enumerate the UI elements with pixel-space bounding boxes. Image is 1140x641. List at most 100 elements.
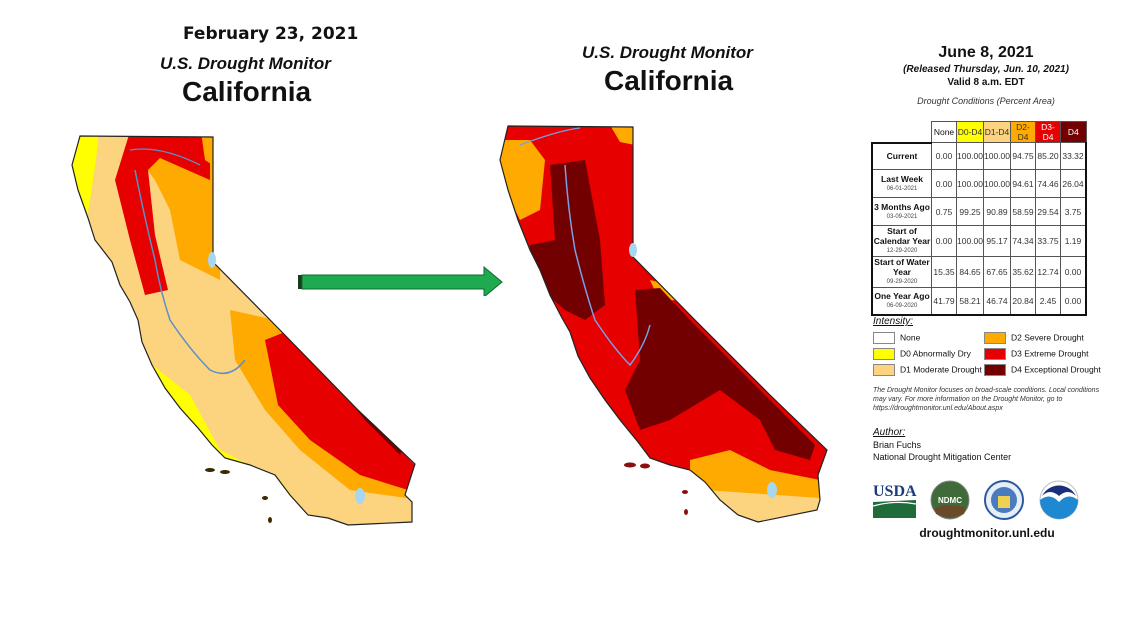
table-cell: 100.00 [983,142,1011,170]
table-cell: 29.54 [1035,197,1061,226]
svg-text:USDA: USDA [873,483,917,500]
drought-monitor-note: The Drought Monitor focuses on broad-sca… [873,387,1100,412]
drought-conditions-table: None D0-D4 D1-D4 D2-D4 D3-D4 D4 Current … [871,121,1087,316]
table-cell: 100.00 [983,169,1011,198]
table-cell: 100.00 [956,142,984,170]
table-cell: 58.59 [1010,197,1036,226]
agency-logos: USDA NDMC [872,480,1079,520]
legend-label: D4 Exceptional Drought [1011,364,1101,375]
usda-logo-icon: USDA [872,483,917,518]
table-row: Current 0.00 100.00 100.00 94.75 85.20 3… [871,142,1087,170]
table-cell: 0.00 [931,225,957,257]
table-cell: 100.00 [956,225,984,257]
row-date: 12-29-2020 [886,248,918,254]
legend-item-d4: D4 Exceptional Drought [984,364,1101,376]
panel-released: (Released Thursday, Jun. 10, 2021) [903,64,1069,75]
table-row: One Year Ago 06-09-2020 41.79 58.21 46.74… [871,287,1087,316]
table-cell: 26.04 [1060,169,1087,198]
column-header: D1-D4 [983,121,1011,143]
legend-item-d1: D1 Moderate Drought [873,364,982,376]
row-label-text: 3 Months Ago [874,201,930,212]
table-cell: 90.89 [983,197,1011,226]
website-url[interactable]: droughtmonitor.unl.edu [919,526,1055,540]
author-org: National Drought Mitigation Center [873,452,1012,462]
table-cell: 35.62 [1010,256,1036,288]
panel-date: June 8, 2021 [938,44,1034,61]
swatch-d3 [984,348,1006,360]
table-row: Start of Calendar Year 12-29-2020 0.00 10… [871,225,1087,257]
table-row: Start of Water Year 09-29-2020 15.35 84.6… [871,256,1087,288]
row-label-text: Current [886,151,918,162]
row-label-text: Last Week [881,173,923,184]
doc-seal-icon [984,480,1024,520]
legend-label: D1 Moderate Drought [900,364,982,375]
column-header: D3-D4 [1035,121,1061,143]
row-label: Current [871,142,932,170]
table-cell: 0.00 [1060,256,1087,288]
column-header: None [931,121,957,143]
table-header-row: None D0-D4 D1-D4 D2-D4 D3-D4 D4 [872,121,1087,144]
panel-valid: Valid 8 a.m. EDT [947,77,1025,88]
row-date: 06-09-2020 [886,302,918,309]
legend-label: D2 Severe Drought [1011,332,1084,343]
table-cell: 95.17 [983,225,1011,257]
author-block: Author: Brian Fuchs National Drought Mit… [873,427,1011,463]
legend-item-none: None [873,332,920,344]
legend-label: D0 Abnormally Dry [900,348,971,359]
column-header: D2-D4 [1010,121,1036,143]
legend-item-d0: D0 Abnormally Dry [873,348,971,360]
table-row: 3 Months Ago 03-09-2021 0.75 99.25 90.89 … [871,197,1087,226]
swatch-none [873,332,895,344]
swatch-d1 [873,364,895,376]
table-cell: 46.74 [983,287,1011,316]
table-cell: 20.84 [1010,287,1036,316]
table-cell: 3.75 [1060,197,1087,226]
intensity-legend: Intensity: None D0 Abnormally Dry D1 Mod… [873,316,1103,380]
table-cell: 84.65 [956,256,984,288]
table-cell: 41.79 [931,287,957,316]
legend-label: D3 Extreme Drought [1011,348,1089,359]
california-map-june [499,125,828,523]
table-row: Last Week 06-01-2021 0.00 100.00 100.00 9… [871,169,1087,198]
table-cell: 12.74 [1035,256,1061,288]
swatch-d2 [984,332,1006,344]
row-label-text: Start of Calendar Year [873,226,931,246]
table-cell: 99.25 [956,197,984,226]
ndmc-logo-icon: NDMC [930,480,970,520]
california-map-february [71,135,416,526]
table-cell: 0.00 [931,142,957,170]
row-label-text: One Year Ago [874,290,930,301]
table-cell: 33.32 [1060,142,1087,170]
row-label: One Year Ago 06-09-2020 [871,287,932,316]
row-label: Last Week 06-01-2021 [871,169,932,198]
legend-item-d3: D3 Extreme Drought [984,348,1088,360]
table-cell: 0.00 [1060,287,1087,316]
legend-label: None [900,332,921,343]
row-label-text: Start of Water Year [874,257,930,277]
row-date: 06-01-2021 [886,185,918,192]
table-cell: 74.34 [1010,225,1036,257]
table-cell: 100.00 [956,169,984,198]
conditions-title: Drought Conditions (Percent Area) [917,96,1055,106]
legend-title: Intensity: [873,316,914,327]
swatch-d4 [984,364,1006,376]
table-cell: 0.75 [931,197,957,226]
table-cell: 33.75 [1035,225,1061,257]
table-cell: 2.45 [1035,287,1061,316]
table-corner [872,121,932,144]
table-cell: 85.20 [1035,142,1061,170]
left-map-subtitle: U.S. Drought Monitor [160,54,331,73]
table-cell: 74.46 [1035,169,1061,198]
table-cell: 15.35 [931,256,957,288]
column-header: D4 [1060,121,1087,143]
swatch-d0 [873,348,895,360]
noaa-logo-icon [1039,480,1079,520]
right-map-subtitle: U.S. Drought Monitor [582,43,753,62]
table-cell: 0.00 [931,169,957,198]
right-map-title: California [604,65,734,96]
right-arrow-icon [298,266,503,296]
table-cell: 94.75 [1010,142,1036,170]
column-header: D0-D4 [956,121,984,143]
info-panel: June 8, 2021 (Released Thursday, Jun. 10… [866,44,1106,106]
row-label: 3 Months Ago 03-09-2021 [871,197,932,226]
